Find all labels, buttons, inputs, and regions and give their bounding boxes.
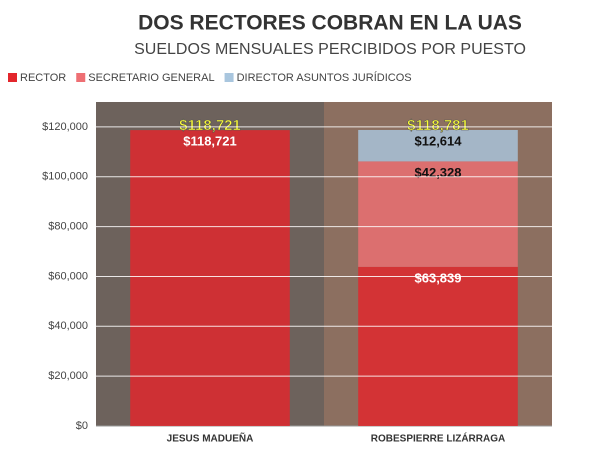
y-tick-label: $20,000 (48, 370, 88, 382)
legend-swatch (224, 73, 234, 82)
bar-segment (358, 129, 518, 162)
legend-swatch (76, 73, 86, 82)
legend-label: RECTOR (20, 72, 66, 84)
legend-label: DIRECTOR ASUNTOS JURÍDICOS (237, 71, 412, 84)
chart-subtitle: SUELDOS MENSUALES PERCIBIDOS POR PUESTO (134, 41, 526, 58)
y-tick-label: $0 (76, 420, 88, 432)
bar-segment (358, 266, 518, 426)
y-tick-label: $100,000 (42, 171, 88, 183)
bar-segment (358, 161, 518, 267)
x-tick-label: ROBESPIERRE LIZÁRRAGA (371, 432, 505, 445)
y-tick-label: $60,000 (48, 270, 88, 282)
total-label: $118,781 (407, 117, 469, 134)
total-label: $118,721 (179, 117, 241, 134)
value-label: $118,721 (183, 134, 237, 149)
value-label: $12,614 (415, 133, 463, 148)
y-tick-label: $40,000 (48, 320, 88, 332)
y-tick-label: $80,000 (48, 221, 88, 233)
value-label: $63,839 (415, 270, 462, 285)
y-tick-label: $120,000 (42, 121, 88, 133)
bar-segment (130, 130, 290, 427)
legend-swatch (8, 73, 17, 82)
chart-title: DOS RECTORES COBRAN EN LA UAS (138, 12, 522, 35)
x-tick-label: JESUS MADUEÑA (167, 432, 254, 445)
legend-label: SECRETARIO GENERAL (88, 72, 214, 84)
value-label: $42,328 (415, 165, 462, 180)
